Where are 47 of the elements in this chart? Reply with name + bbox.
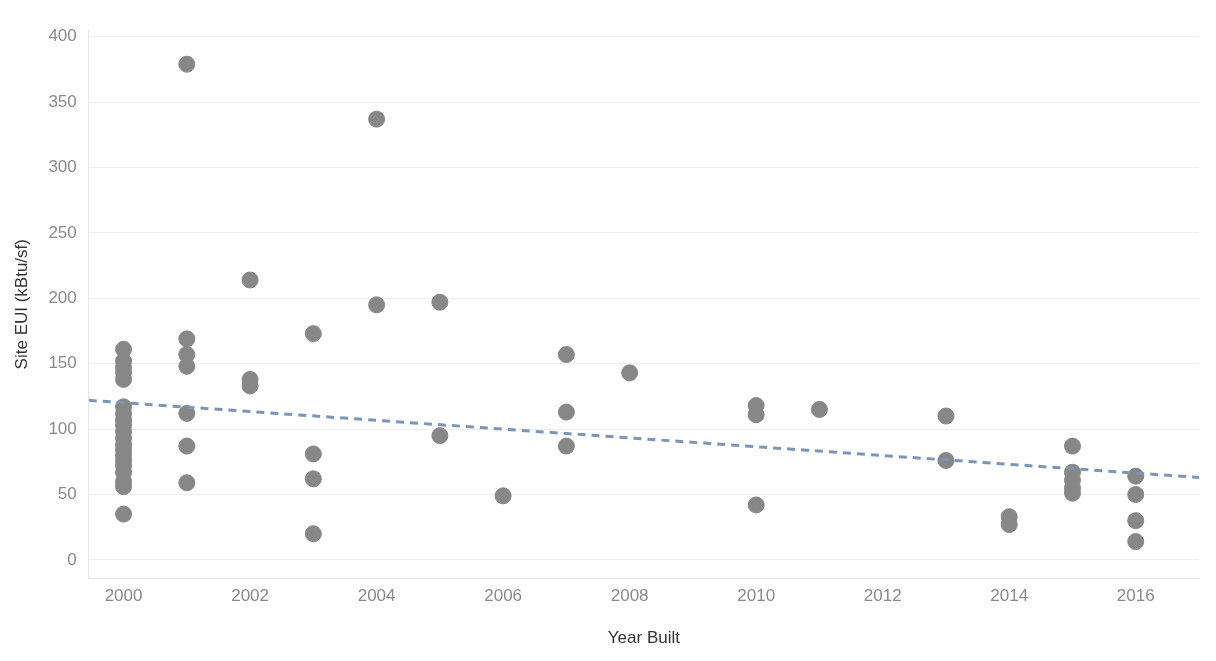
point — [304, 325, 322, 343]
point — [431, 427, 449, 445]
point — [1127, 512, 1145, 530]
point — [621, 364, 639, 382]
point — [747, 496, 765, 514]
x-axis-title: Year Built — [607, 628, 681, 648]
y-tick-label: 250 — [48, 222, 77, 242]
point — [304, 525, 322, 543]
point — [115, 505, 133, 523]
x-tick-label: 2002 — [231, 586, 269, 606]
point — [178, 437, 196, 455]
x-tick-label: 2014 — [990, 586, 1029, 606]
point — [178, 474, 196, 492]
point — [178, 55, 196, 73]
point — [241, 271, 259, 289]
point — [1127, 533, 1145, 551]
point — [1063, 437, 1081, 455]
point — [494, 487, 512, 505]
point — [304, 445, 322, 463]
y-tick-label: 150 — [48, 353, 77, 373]
y-tick-label: 100 — [48, 418, 77, 438]
x-tick-label: 2008 — [610, 586, 649, 606]
point — [557, 403, 575, 421]
point — [178, 330, 196, 348]
point — [557, 437, 575, 455]
y-tick-label: 300 — [48, 157, 77, 177]
x-tick-label: 2016 — [1116, 586, 1155, 606]
point — [1127, 486, 1145, 503]
point — [557, 346, 575, 364]
point — [431, 293, 449, 311]
x-tick-label: 2000 — [104, 586, 143, 606]
y-axis-title: Site EUI (kBtu/sf) — [11, 239, 31, 370]
y-tick-label: 350 — [48, 91, 77, 111]
x-tick-label: 2006 — [484, 586, 523, 606]
point — [368, 110, 386, 128]
point — [304, 470, 322, 488]
y-tick-label: 50 — [57, 484, 77, 504]
point — [937, 407, 955, 425]
y-tick-label: 0 — [67, 549, 77, 569]
point — [178, 404, 196, 422]
y-tick-label: 200 — [48, 288, 77, 307]
x-tick-label: 2012 — [863, 586, 902, 606]
y-tick-label: 400 — [48, 26, 77, 46]
point — [810, 400, 828, 418]
x-tick-label: 2010 — [737, 586, 776, 606]
point — [368, 296, 386, 314]
x-tick-label: 2004 — [357, 586, 396, 606]
